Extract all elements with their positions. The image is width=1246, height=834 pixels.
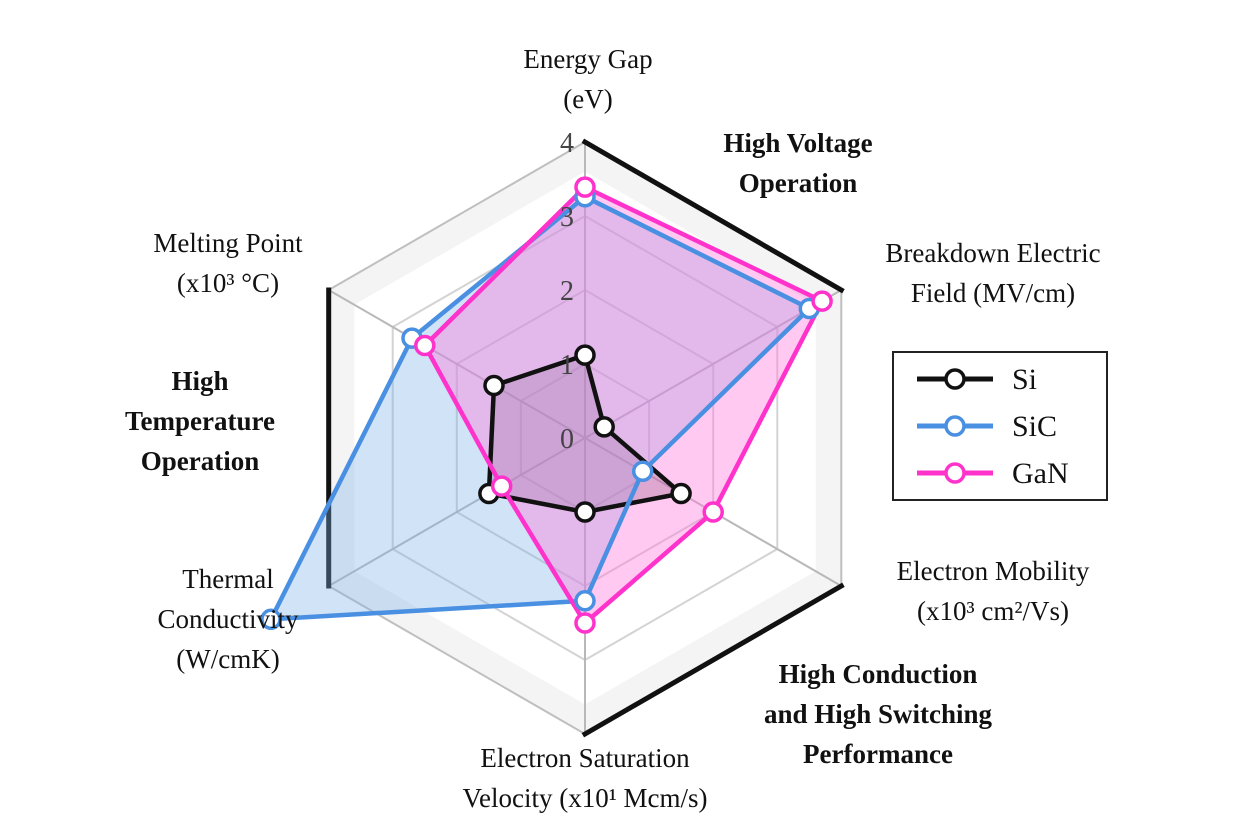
legend-label-si: Si: [1012, 363, 1037, 396]
data-point-gan: [490, 475, 513, 497]
group-label: High Conduction and High Switching Perform…: [764, 659, 993, 769]
tick-label: 2: [560, 276, 574, 307]
axis-label: Melting Point (x10³ °C): [153, 228, 303, 298]
axis-label-line: Electron Saturation: [480, 743, 690, 773]
axis-label-line: (x10³ cm²/Vs): [917, 596, 1069, 626]
radar-grid: [327, 140, 843, 736]
data-point-sic: [260, 608, 282, 631]
group-edge: [581, 582, 845, 738]
data-point-gan: [702, 501, 724, 523]
legend-marker-si: [944, 368, 966, 390]
axis-label: Electron Saturation Velocity (x10¹ Mcm/s): [462, 743, 707, 813]
data-point-sic: [631, 460, 654, 483]
axis-label-line: Velocity (x10¹ Mcm/s): [462, 783, 707, 813]
series-area-gan: [424, 187, 823, 623]
tick-label: 3: [560, 202, 574, 233]
data-point-si: [593, 416, 615, 438]
axis-label-line: Energy Gap: [523, 44, 652, 74]
data-point-si: [670, 482, 692, 505]
axis-label-line: Electron Mobility: [897, 556, 1090, 586]
data-point-si: [574, 501, 596, 523]
data-point-gan: [574, 612, 596, 634]
legend-label-gan: GaN: [1012, 457, 1069, 490]
tick-label: 1: [560, 350, 574, 381]
tick-label: 0: [560, 424, 574, 455]
axis-label-line: Conductivity: [158, 604, 299, 634]
data-point-gan: [811, 290, 833, 312]
group-label-line: Operation: [739, 168, 858, 198]
group-label-line: Performance: [803, 739, 953, 769]
axis-label: Thermal Conductivity (W/cmK): [158, 564, 299, 674]
group-label-line: High Voltage: [723, 128, 872, 158]
data-point-si: [483, 374, 505, 397]
group-label-line: High Conduction: [779, 659, 978, 689]
axis-label-line: Thermal: [182, 564, 273, 594]
legend: Si SiC GaN: [892, 351, 1108, 501]
axis-label: Breakdown Electric Field (MV/cm): [885, 238, 1100, 308]
axis-label-line: (eV): [563, 84, 612, 114]
axis-spoke: [328, 289, 586, 439]
series-layer: [260, 176, 833, 634]
group-label-line: Operation: [141, 446, 260, 476]
axis-label-line: (W/cmK): [176, 644, 279, 674]
axis-label: Electron Mobility (x10³ cm²/Vs): [897, 556, 1090, 626]
data-point-sic: [574, 590, 596, 612]
axis-spoke: [328, 437, 586, 587]
data-point-gan: [574, 176, 596, 198]
data-point-gan: [414, 334, 436, 357]
legend-marker-gan: [944, 462, 966, 484]
axis-label-line: Melting Point: [153, 228, 303, 258]
axis-label: Energy Gap (eV): [523, 44, 652, 114]
group-label-line: and High Switching: [764, 699, 993, 729]
legend-marker-sic: [944, 415, 966, 437]
series-area-sic: [271, 196, 810, 620]
group-label-line: High: [171, 366, 228, 396]
group-label: High Voltage Operation: [723, 128, 872, 198]
axis-label-line: Breakdown Electric: [885, 238, 1100, 268]
group-label-line: Temperature: [125, 406, 275, 436]
axis-spoke: [584, 289, 842, 439]
data-point-si: [574, 344, 596, 366]
legend-label-sic: SiC: [1012, 410, 1057, 443]
group-edge: [581, 138, 845, 294]
axis-label-line: Field (MV/cm): [911, 278, 1075, 308]
tick-label: 4: [560, 128, 574, 159]
group-label: High Temperature Operation: [125, 366, 275, 476]
axis-label-line: (x10³ °C): [177, 268, 279, 298]
